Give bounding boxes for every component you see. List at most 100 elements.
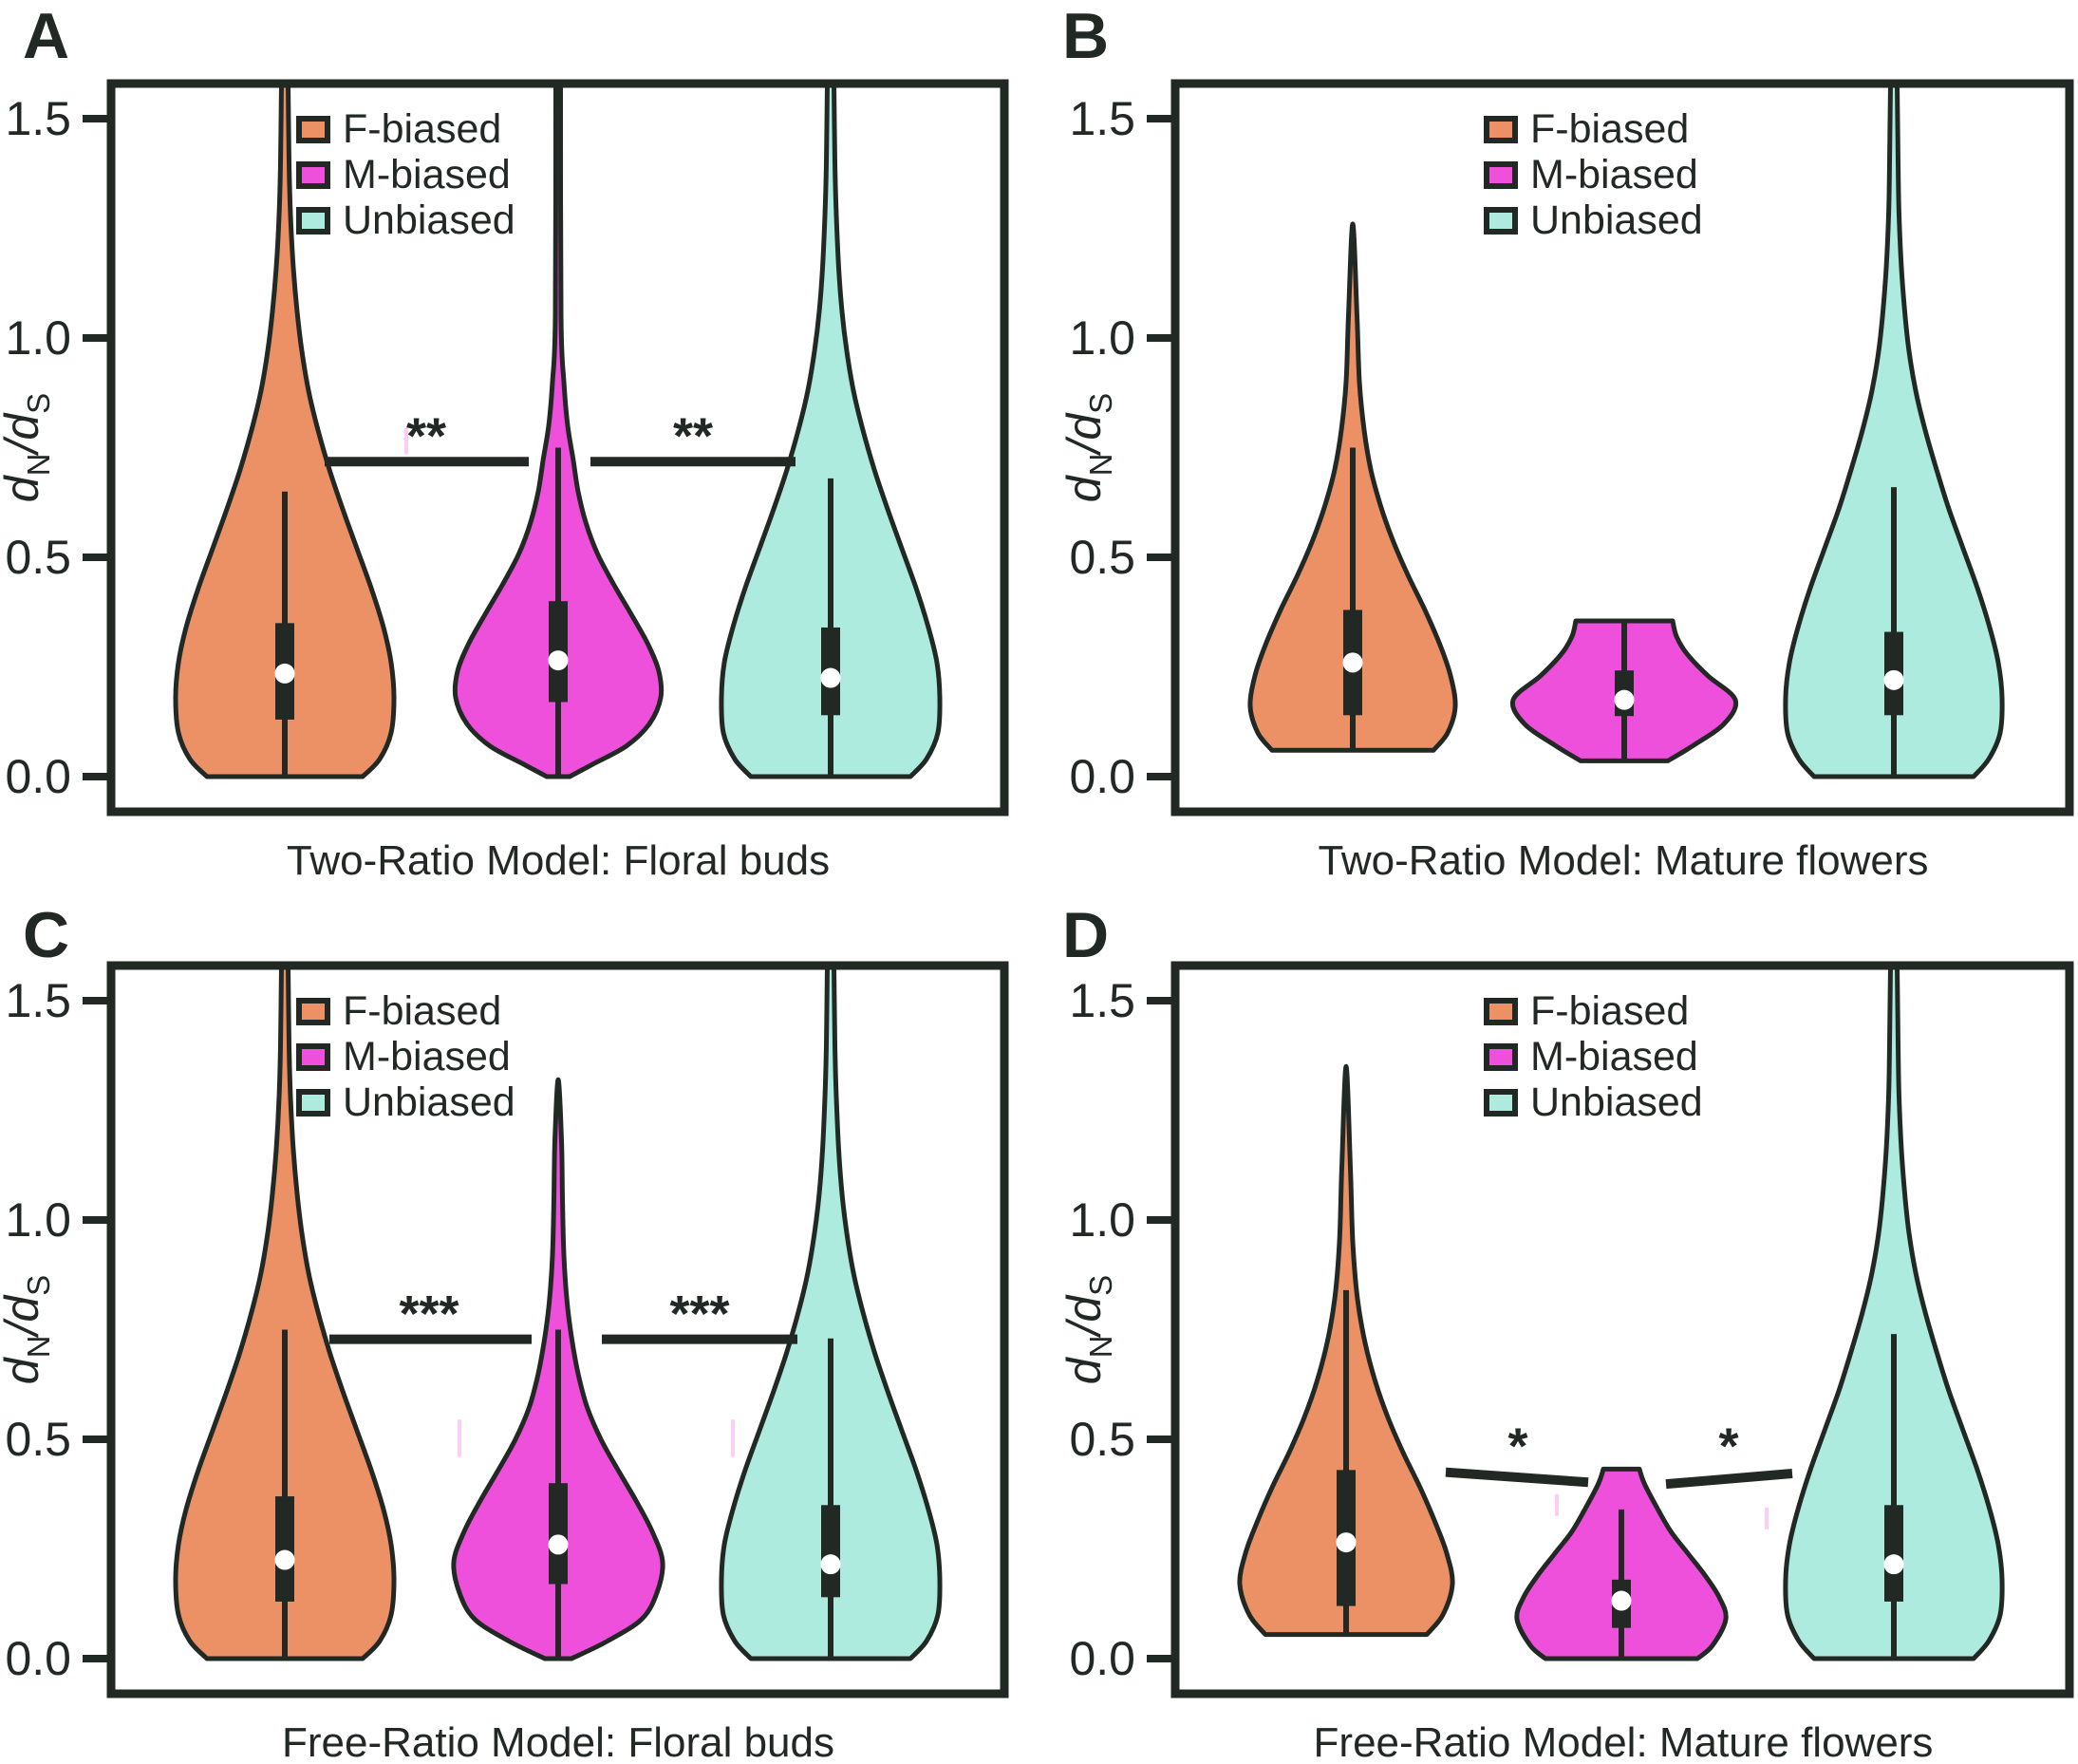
legend-item-f-biased: F-biased bbox=[296, 988, 515, 1034]
y-tick-label: 0.0 bbox=[1069, 750, 1135, 803]
legend-label: Unbiased bbox=[343, 197, 515, 243]
panel-c: *** *** 1.5 1.0 0.5 0.0 dN/dS C F-biased M-bia… bbox=[0, 882, 1039, 1764]
legend-item-unbiased: Unbiased bbox=[296, 197, 515, 243]
legend: F-biased M-biased Unbiased bbox=[296, 988, 515, 1125]
y-tick-label: 0.0 bbox=[5, 750, 71, 803]
y-tick-label: 0.5 bbox=[5, 1413, 71, 1466]
legend-item-unbiased: Unbiased bbox=[1484, 1079, 1703, 1125]
plot-frame bbox=[106, 961, 1009, 1698]
y-axis-title: dN/dS bbox=[0, 393, 56, 502]
legend-item-m-biased: M-biased bbox=[1484, 1034, 1703, 1079]
legend-label: F-biased bbox=[1530, 987, 1690, 1034]
legend: F-biased M-biased Unbiased bbox=[1484, 106, 1703, 243]
iqr-box-unbiased bbox=[821, 1505, 840, 1598]
significance-stars: * bbox=[1718, 1417, 1738, 1474]
legend-item-m-biased: M-biased bbox=[296, 1034, 515, 1079]
plot-panel-a: ** ** 1.5 1.0 0.5 0.0 dN/dS bbox=[0, 79, 1009, 816]
median-dot-m-biased bbox=[548, 650, 569, 671]
legend-item-unbiased: Unbiased bbox=[296, 1079, 515, 1125]
plot-panel-d: * * 1.5 1.0 0.5 0.0 dN/dS bbox=[1058, 961, 2074, 1698]
median-dot-unbiased bbox=[820, 667, 841, 688]
legend-item-m-biased: M-biased bbox=[296, 152, 515, 197]
y-tick-label: 1.5 bbox=[1069, 974, 1135, 1027]
plot-panel-b: 1.5 1.0 0.5 0.0 dN/dS bbox=[1058, 79, 2074, 816]
x-axis-caption: Two-Ratio Model: Mature flowers bbox=[1318, 837, 1929, 884]
legend-item-f-biased: F-biased bbox=[1484, 988, 1703, 1034]
legend-label: M-biased bbox=[343, 1033, 511, 1079]
panel-b: 1.5 1.0 0.5 0.0 dN/dS B F-biased M-biased Un… bbox=[1039, 0, 2078, 884]
legend-label: Unbiased bbox=[1530, 197, 1703, 243]
y-tick-label: 0.5 bbox=[1069, 1413, 1135, 1466]
y-tick-label: 1.0 bbox=[1069, 1193, 1135, 1247]
legend-swatch-f-biased-icon bbox=[1484, 115, 1518, 143]
y-tick-label: 1.5 bbox=[5, 92, 71, 145]
significance-bar bbox=[1445, 1467, 1589, 1488]
median-dot-f-biased bbox=[1336, 1532, 1357, 1553]
legend-label: M-biased bbox=[343, 151, 511, 197]
legend-item-unbiased: Unbiased bbox=[1484, 197, 1703, 243]
legend-label: F-biased bbox=[343, 987, 502, 1034]
legend-swatch-unbiased-icon bbox=[1484, 1088, 1518, 1117]
plot-panel-c: *** *** 1.5 1.0 0.5 0.0 dN/dS bbox=[0, 961, 1009, 1698]
significance-stars: ** bbox=[406, 408, 446, 465]
plot-frame bbox=[1170, 961, 2074, 1698]
significance-stars: * bbox=[1507, 1417, 1527, 1474]
legend-label: Unbiased bbox=[343, 1079, 515, 1125]
y-tick-label: 1.5 bbox=[5, 974, 71, 1027]
legend: F-biased M-biased Unbiased bbox=[1484, 988, 1703, 1125]
legend-swatch-f-biased-icon bbox=[296, 997, 330, 1025]
plot-frame bbox=[106, 79, 1009, 816]
median-dot-f-biased bbox=[1342, 652, 1363, 673]
y-axis-title: dN/dS bbox=[1058, 393, 1118, 502]
significance-stars: *** bbox=[669, 1285, 729, 1342]
significance-stars: *** bbox=[399, 1285, 459, 1342]
median-dot-unbiased bbox=[1883, 1554, 1904, 1575]
legend-swatch-m-biased-icon bbox=[1484, 160, 1518, 189]
x-axis-caption: Free-Ratio Model: Mature flowers bbox=[1313, 1719, 1934, 1764]
iqr-box-unbiased bbox=[1884, 1505, 1903, 1602]
legend-label: Unbiased bbox=[1530, 1079, 1703, 1125]
panel-letter: B bbox=[1062, 0, 1110, 72]
y-tick-label: 0.0 bbox=[1069, 1632, 1135, 1685]
legend-item-f-biased: F-biased bbox=[1484, 106, 1703, 152]
significance-bar bbox=[1665, 1469, 1793, 1490]
panel-letter: A bbox=[23, 0, 70, 72]
legend-swatch-m-biased-icon bbox=[1484, 1042, 1518, 1071]
y-axis-title: dN/dS bbox=[0, 1275, 56, 1384]
y-tick-label: 0.5 bbox=[5, 531, 71, 584]
legend-label: M-biased bbox=[1530, 1033, 1698, 1079]
legend-swatch-unbiased-icon bbox=[296, 1088, 330, 1117]
y-axis-title: dN/dS bbox=[1058, 1275, 1118, 1384]
legend-label: F-biased bbox=[343, 105, 502, 152]
x-axis-caption: Free-Ratio Model: Floral buds bbox=[281, 1719, 834, 1764]
legend-swatch-m-biased-icon bbox=[296, 160, 330, 189]
y-tick-label: 1.0 bbox=[1069, 311, 1135, 365]
panel-d: * * 1.5 1.0 0.5 0.0 dN/dS D F-biased M-biased … bbox=[1039, 882, 2078, 1764]
plot-frame bbox=[1170, 79, 2074, 816]
panel-letter: C bbox=[23, 899, 70, 971]
legend-swatch-m-biased-icon bbox=[296, 1042, 330, 1071]
legend-swatch-unbiased-icon bbox=[296, 206, 330, 235]
median-dot-unbiased bbox=[1883, 669, 1904, 690]
iqr-box-m-biased bbox=[549, 1483, 568, 1585]
legend-label: F-biased bbox=[1530, 105, 1690, 152]
y-tick-label: 1.0 bbox=[5, 311, 71, 365]
legend-item-f-biased: F-biased bbox=[296, 106, 515, 152]
median-dot-unbiased bbox=[820, 1554, 841, 1575]
significance-stars: ** bbox=[673, 408, 713, 465]
y-tick-label: 0.0 bbox=[5, 1632, 71, 1685]
legend-label: M-biased bbox=[1530, 151, 1698, 197]
y-tick-label: 0.5 bbox=[1069, 531, 1135, 584]
x-axis-caption: Two-Ratio Model: Floral buds bbox=[286, 837, 831, 884]
panel-a: ** ** 1.5 1.0 0.5 0.0 dN/dS A F-biased M-biase… bbox=[0, 0, 1039, 884]
median-dot-f-biased bbox=[274, 663, 295, 684]
legend-swatch-unbiased-icon bbox=[1484, 206, 1518, 235]
legend-swatch-f-biased-icon bbox=[1484, 997, 1518, 1025]
y-tick-label: 1.5 bbox=[1069, 92, 1135, 145]
legend-swatch-f-biased-icon bbox=[296, 115, 330, 143]
y-tick-label: 1.0 bbox=[5, 1193, 71, 1247]
median-dot-m-biased bbox=[548, 1534, 569, 1555]
panel-letter: D bbox=[1062, 899, 1110, 971]
median-dot-m-biased bbox=[1611, 1590, 1632, 1611]
